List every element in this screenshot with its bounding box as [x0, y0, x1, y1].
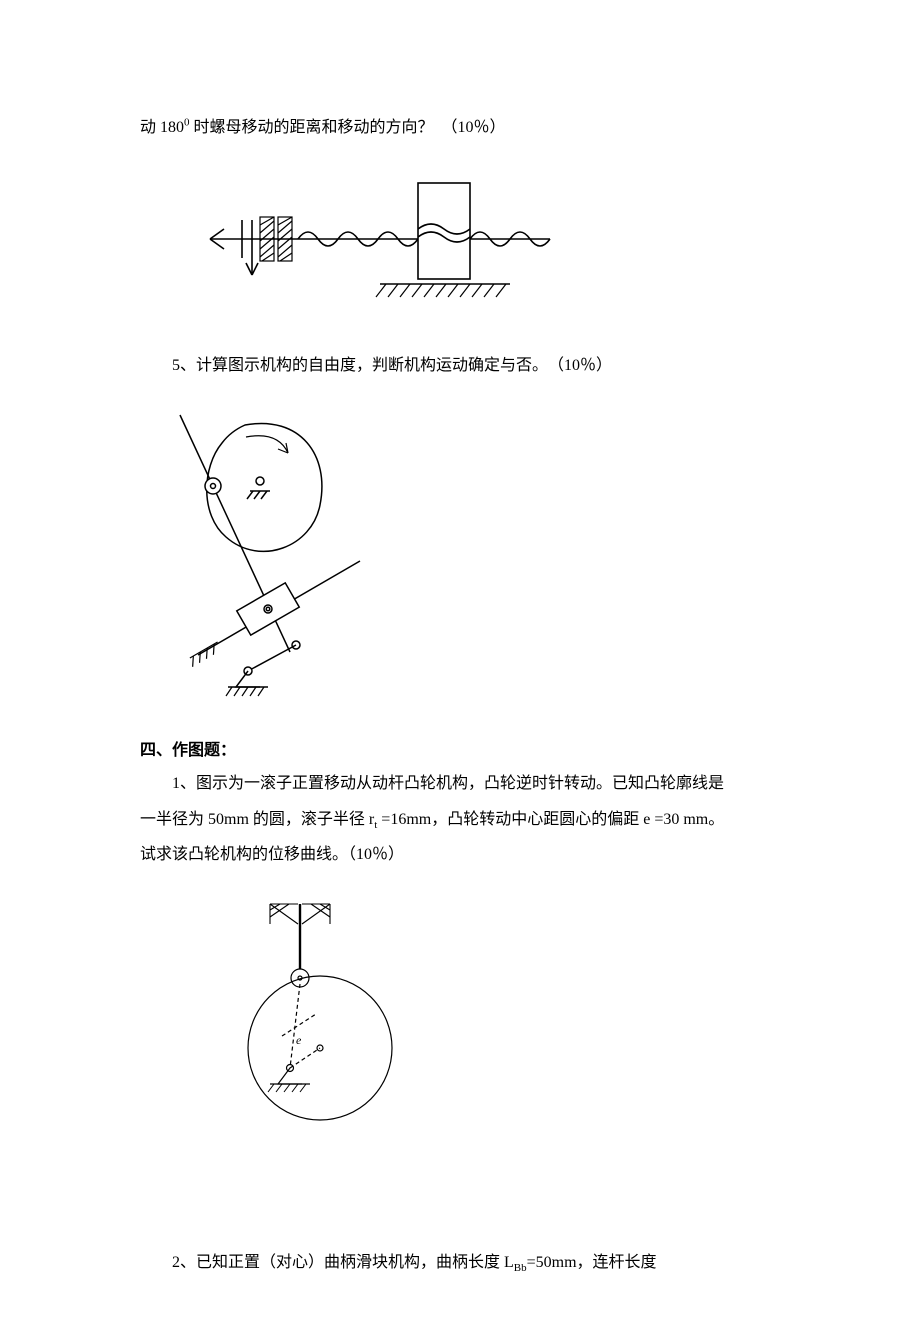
q4-1-line1: 1、图示为一滚子正置移动从动杆凸轮机构，凸轮逆时针转动。已知凸轮廓线是: [140, 766, 780, 801]
q5-text: 5、计算图示机构的自由度，判断机构运动确定与否。 （10％）: [140, 348, 780, 383]
figure-screw-nut: [180, 169, 780, 324]
q4-1-line2b: =16mm，凸轮转动中心距圆心的偏距 e =30 mm。: [377, 811, 724, 828]
svg-text:e: e: [296, 1033, 302, 1047]
q4-2-b: =50mm，连杆长度: [527, 1254, 657, 1271]
cam-svg: e: [200, 896, 420, 1126]
q4-cont-prefix: 动 180: [140, 119, 184, 136]
q4-2-a: 2、已知正置（对心）曲柄滑块机构，曲柄长度 L: [172, 1254, 514, 1271]
section-4-heading: 四、作图题：: [140, 736, 780, 760]
q4-1-line2a: 一半径为 50mm 的圆，滚子半径 r: [140, 811, 374, 828]
q4-2-text: 2、已知正置（对心）曲柄滑块机构，曲柄长度 LBb=50mm，连杆长度: [140, 1245, 780, 1280]
figure-cam-follower: e: [200, 896, 780, 1131]
exam-page: 动 1800 时螺母移动的距离和移动的方向？ （10％）: [0, 0, 920, 1341]
dof-svg: [150, 407, 380, 707]
spacer: [140, 1155, 780, 1245]
q4-1-line3: 试求该凸轮机构的位移曲线。（10％）: [140, 837, 780, 872]
screw-svg: [180, 169, 580, 319]
q4-1-line2: 一半径为 50mm 的圆，滚子半径 rt =16mm，凸轮转动中心距圆心的偏距 …: [140, 802, 780, 837]
q4-continuation: 动 1800 时螺母移动的距离和移动的方向？ （10％）: [140, 110, 780, 145]
q4-2-sub: Bb: [514, 1262, 527, 1274]
q4-cont-suffix: 时螺母移动的距离和移动的方向？ （10％）: [190, 119, 506, 136]
figure-dof-mechanism: [150, 407, 780, 712]
